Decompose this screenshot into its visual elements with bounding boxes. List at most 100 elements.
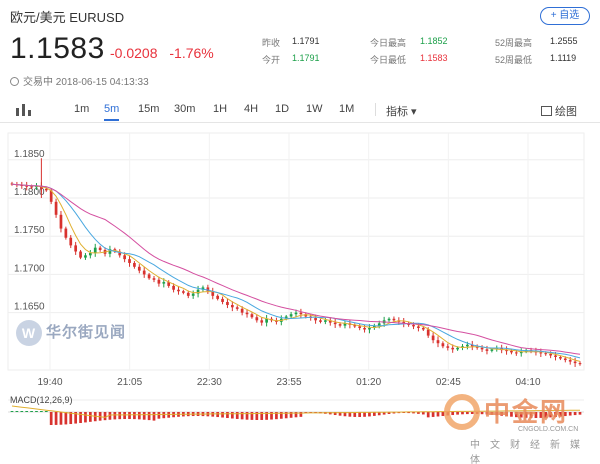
candle [64, 226, 68, 240]
macd-bar [279, 412, 283, 419]
stat-prev-close: 昨收 1.1791 [262, 36, 320, 48]
candle [500, 344, 504, 354]
candle [470, 340, 474, 351]
candle [79, 249, 82, 260]
macd-bar [534, 412, 538, 418]
macd-bar [118, 412, 122, 420]
macd-bar [133, 412, 136, 420]
macd-bar [284, 412, 288, 419]
macd-bar [426, 412, 430, 418]
interval-tab-1m[interactable]: 1m [74, 103, 90, 115]
macd-bar [382, 412, 386, 415]
candle [230, 301, 234, 312]
status-time: 交易中 2018-06-15 04:13:33 [23, 77, 149, 88]
macd-bar [103, 412, 107, 421]
instrument-title: 欧元/美元 EURUSD [10, 10, 125, 25]
candle [84, 253, 87, 260]
macd-bar [226, 412, 229, 419]
y-tick-label: 1.1750 [14, 225, 45, 236]
macd-bar [59, 412, 63, 425]
macd-bar [255, 412, 259, 420]
interval-tab-1h[interactable]: 1H [213, 103, 228, 115]
add-watchlist-button[interactable]: + 自选 [540, 7, 590, 25]
macd-dif-line [11, 405, 581, 418]
candle [250, 312, 254, 319]
macd-bar [368, 412, 371, 417]
x-tick-label: 22:30 [197, 377, 222, 388]
candle [10, 181, 14, 186]
macd-bar [142, 412, 146, 420]
macd-bar [270, 412, 273, 420]
candle [211, 287, 215, 300]
ma-line-slow [11, 183, 581, 355]
macd-bar [544, 412, 548, 418]
candle [235, 305, 239, 311]
candle [387, 317, 391, 322]
interval-tab-30m[interactable]: 30m [174, 103, 196, 115]
x-tick-label: 04:10 [515, 377, 540, 388]
macd-bar [333, 412, 337, 416]
candle [177, 286, 180, 295]
macd-bar [30, 411, 33, 412]
candlestick-type-icon[interactable] [14, 102, 36, 118]
candle [88, 249, 92, 259]
macd-bar [25, 411, 29, 412]
candle [559, 355, 562, 361]
candle [519, 348, 523, 357]
interval-tab-5m[interactable]: 5m [104, 103, 120, 121]
interval-tab-1d[interactable]: 1D [275, 103, 290, 115]
macd-bar [490, 412, 494, 415]
macd-bar [40, 411, 43, 412]
candle [226, 298, 229, 309]
change-value: -0.0208 [110, 45, 158, 61]
candle [216, 294, 220, 301]
macd-bar [363, 412, 366, 417]
macd-bar [147, 412, 151, 421]
macd-bar [162, 412, 166, 419]
candle [108, 245, 112, 258]
macd-bar [275, 412, 278, 420]
candle [157, 276, 161, 287]
interval-tab-1m[interactable]: 1M [339, 103, 355, 115]
macd-bar [372, 412, 376, 416]
macd-bar [245, 412, 249, 420]
draw-button[interactable]: 绘图 [541, 103, 577, 119]
macd-bar [64, 412, 68, 425]
interval-tab-4h[interactable]: 4H [244, 103, 259, 115]
interval-tab-1w[interactable]: 1W [306, 103, 323, 115]
toolbar-divider [375, 103, 376, 116]
y-tick-label: 1.1850 [14, 149, 45, 160]
price-chart[interactable]: 1.1850 1.1800 1.1750 1.1700 1.1650 19:40 21:05… [0, 125, 600, 464]
candle [206, 284, 210, 294]
indicator-menu[interactable]: 指标 ▾ [386, 106, 417, 118]
ma-line-mid [11, 183, 581, 359]
price-change: -0.0208 -1.76% [110, 45, 222, 61]
macd-bar [559, 412, 562, 417]
macd-bar [563, 412, 567, 417]
candle [328, 317, 332, 326]
macd-bar [250, 412, 254, 420]
macd-bar [49, 412, 53, 425]
macd-bar [524, 412, 528, 418]
macd-bar [436, 412, 440, 417]
candle [446, 343, 450, 351]
x-tick-label: 19:40 [37, 377, 62, 388]
macd-bar [578, 412, 582, 415]
macd-bar [480, 412, 484, 415]
macd-bar [230, 412, 234, 419]
macd-bar [358, 412, 362, 417]
candle [98, 245, 102, 252]
macd-bar [88, 412, 92, 422]
interval-tab-15m[interactable]: 15m [138, 103, 160, 115]
candle [182, 289, 185, 295]
x-tick-label: 23:55 [276, 377, 301, 388]
macd-bar [500, 412, 504, 416]
candle [172, 283, 175, 293]
macd-bar [20, 411, 24, 412]
candle [353, 323, 357, 328]
candle [372, 323, 376, 330]
macd-bar [152, 412, 156, 421]
macd-bar [128, 412, 131, 420]
macd-bar [505, 412, 508, 417]
